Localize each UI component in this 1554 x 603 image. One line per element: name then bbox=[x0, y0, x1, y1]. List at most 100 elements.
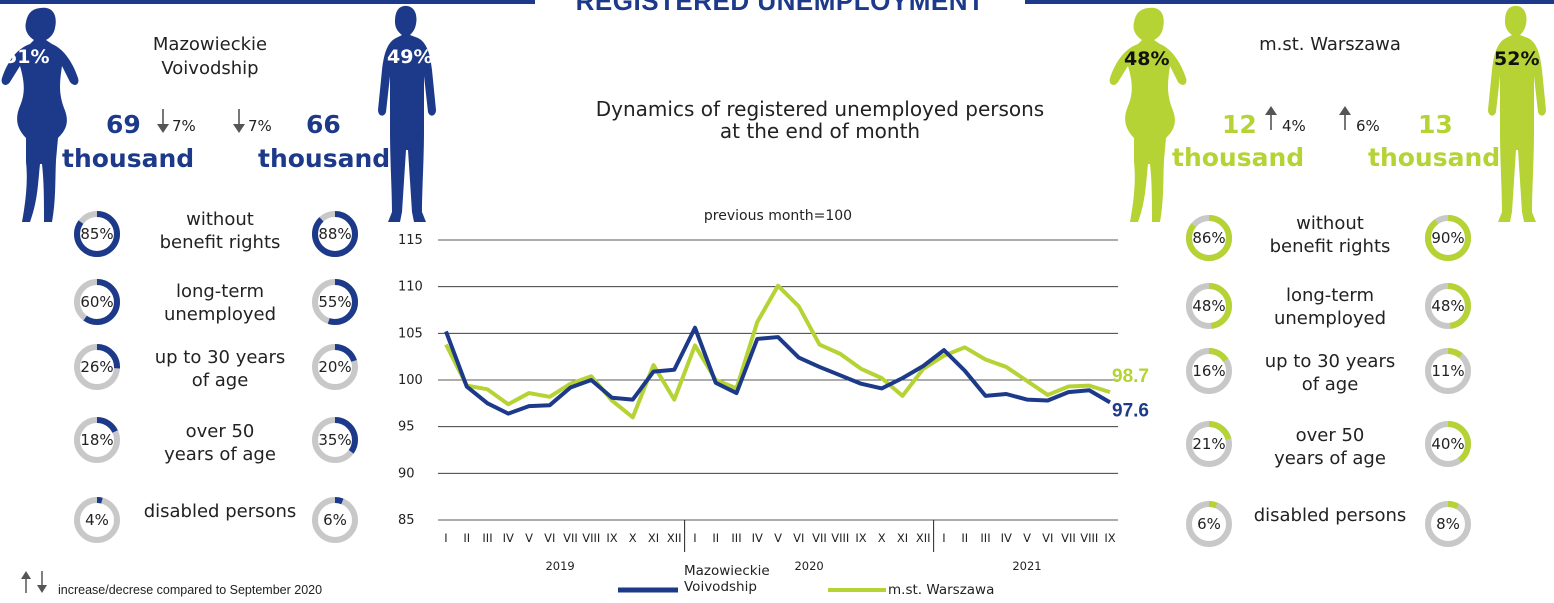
donut-right-women-4: 6% bbox=[1186, 501, 1232, 547]
x-tick-label: XII bbox=[916, 531, 931, 545]
year-label: 2021 bbox=[1012, 559, 1041, 573]
donut-right-women-4-value: 6% bbox=[1197, 515, 1221, 533]
right-men-unit: thousand bbox=[1368, 143, 1501, 172]
donut-left-men-4-arc bbox=[312, 497, 358, 543]
donut-right-men-2-value: 11% bbox=[1431, 362, 1464, 380]
donut-right-women-1-value: 48% bbox=[1192, 297, 1225, 315]
left-men-count: 66 bbox=[306, 110, 341, 139]
x-tick-label: VI bbox=[793, 531, 804, 545]
y-tick-label: 105 bbox=[398, 326, 423, 341]
left-label-benefit: without benefit rights bbox=[159, 209, 281, 253]
year-label: 2019 bbox=[545, 559, 574, 573]
x-tick-label: IX bbox=[1104, 531, 1115, 545]
man-silhouette-icon bbox=[1488, 5, 1546, 223]
donut-right-women-3: 21% bbox=[1186, 421, 1232, 467]
arrow-up-icon bbox=[1339, 106, 1351, 130]
x-tick-label: IV bbox=[752, 531, 763, 545]
y-tick-label: 115 bbox=[398, 233, 423, 248]
right-region-name: m.st. Warszawa bbox=[1259, 34, 1401, 55]
man-silhouette-icon bbox=[378, 5, 436, 223]
legend-label-mazowieckie: Voivodship bbox=[684, 579, 757, 595]
y-tick-label: 95 bbox=[398, 420, 415, 435]
x-tick-label: IV bbox=[1001, 531, 1012, 545]
left-label-under30: up to 30 years of age bbox=[154, 347, 286, 391]
donut-right-women-0-value: 86% bbox=[1192, 229, 1225, 247]
x-tick-label: III bbox=[482, 531, 492, 545]
x-tick-label: II bbox=[712, 531, 719, 545]
page-title: REGISTERED UNEMPLOYMENT bbox=[575, 0, 985, 16]
donut-left-men-1-value: 55% bbox=[318, 293, 351, 311]
arrow-down-icon bbox=[233, 109, 245, 133]
header-rule-left bbox=[0, 0, 535, 4]
y-tick-label: 100 bbox=[398, 373, 423, 388]
x-tick-label: III bbox=[980, 531, 990, 545]
donut-left-men-2: 20% bbox=[312, 344, 358, 390]
chart-title: Dynamics of registered unemployed person… bbox=[595, 97, 1045, 143]
right-women-count: 12 bbox=[1222, 110, 1257, 139]
donut-left-women-1: 60% bbox=[74, 279, 120, 325]
donut-right-women-0: 86% bbox=[1186, 215, 1232, 261]
donut-right-men-0-arc bbox=[1425, 215, 1471, 261]
donut-right-men-0-value: 90% bbox=[1431, 229, 1464, 247]
x-tick-label: XII bbox=[667, 531, 682, 545]
donut-right-men-4: 8% bbox=[1425, 501, 1471, 547]
left-men-unit: thousand bbox=[258, 144, 391, 173]
donut-right-men-2: 11% bbox=[1425, 348, 1471, 394]
series-line-warszawa bbox=[444, 283, 1111, 420]
left-women-share: 51% bbox=[4, 46, 50, 68]
x-tick-label: I bbox=[693, 531, 696, 545]
x-tick-label: XI bbox=[897, 531, 908, 545]
donut-left-men-2-arc bbox=[312, 344, 358, 390]
right-men-change: 6% bbox=[1356, 117, 1380, 135]
arrow-up-icon bbox=[1265, 106, 1277, 130]
left-women-change: 7% bbox=[172, 117, 196, 135]
donut-left-women-4: 4% bbox=[74, 497, 120, 543]
arrow-down-icon bbox=[157, 109, 169, 133]
y-tick-label: 85 bbox=[398, 513, 415, 528]
left-region-name: Mazowieckie Voivodship bbox=[152, 34, 268, 79]
header-rule-right bbox=[1025, 0, 1554, 4]
donut-right-women-1-arc bbox=[1186, 283, 1232, 329]
donut-right-women-3-value: 21% bbox=[1192, 435, 1225, 453]
donut-left-women-2: 26% bbox=[74, 344, 120, 390]
x-tick-label: VII bbox=[563, 531, 578, 545]
donut-left-men-2-value: 20% bbox=[318, 358, 351, 376]
end-label-warszawa: 98.7 bbox=[1112, 366, 1149, 387]
donut-right-women-0-arc bbox=[1186, 215, 1232, 261]
y-tick-label: 90 bbox=[398, 466, 415, 481]
donut-left-women-4-value: 4% bbox=[85, 511, 109, 529]
x-tick-label: X bbox=[878, 531, 886, 545]
donut-right-women-2-value: 16% bbox=[1192, 362, 1225, 380]
end-label-mazowieckie: 97.6 bbox=[1112, 400, 1149, 421]
left-men-change: 7% bbox=[248, 117, 272, 135]
x-tick-label: IX bbox=[855, 531, 866, 545]
right-women-change: 4% bbox=[1282, 117, 1306, 135]
right-label-under30: up to 30 years of age bbox=[1264, 351, 1396, 395]
woman-silhouette-icon bbox=[1, 7, 79, 222]
donut-left-men-3-value: 35% bbox=[318, 431, 351, 449]
donut-left-men-0-arc bbox=[312, 211, 358, 257]
donut-right-men-0: 90% bbox=[1425, 215, 1471, 261]
x-tick-label: X bbox=[629, 531, 637, 545]
right-women-share: 48% bbox=[1124, 48, 1170, 70]
x-tick-label: VIII bbox=[1080, 531, 1098, 545]
x-tick-label: III bbox=[731, 531, 741, 545]
donut-left-women-3: 18% bbox=[74, 417, 120, 463]
donut-left-women-0: 85% bbox=[74, 211, 120, 257]
x-tick-label: XI bbox=[648, 531, 659, 545]
x-tick-label: II bbox=[463, 531, 470, 545]
donut-left-women-1-arc bbox=[74, 279, 120, 325]
donut-right-men-1: 48% bbox=[1425, 283, 1471, 329]
donut-right-men-3-value: 40% bbox=[1431, 435, 1464, 453]
donut-left-women-3-value: 18% bbox=[80, 431, 113, 449]
woman-silhouette-icon bbox=[1109, 7, 1187, 222]
x-tick-label: VI bbox=[1042, 531, 1053, 545]
x-tick-label: I bbox=[942, 531, 945, 545]
donut-right-women-4-arc bbox=[1186, 501, 1232, 547]
donut-right-women-3-arc bbox=[1186, 421, 1232, 467]
x-tick-label: IV bbox=[503, 531, 514, 545]
donut-right-men-3: 40% bbox=[1425, 421, 1471, 467]
year-label: 2020 bbox=[794, 559, 823, 573]
right-men-share: 52% bbox=[1494, 48, 1540, 70]
footnote: increase/decrese compared to September 2… bbox=[58, 583, 323, 597]
